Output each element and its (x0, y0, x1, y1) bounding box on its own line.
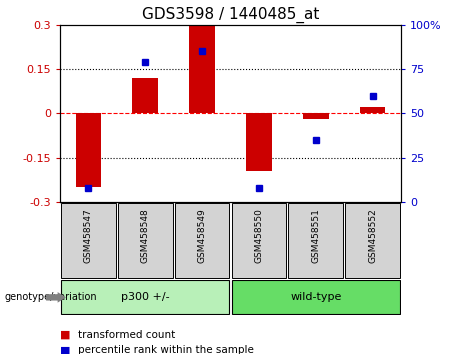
FancyBboxPatch shape (231, 203, 286, 278)
FancyBboxPatch shape (175, 203, 230, 278)
Text: GSM458550: GSM458550 (254, 208, 263, 263)
Text: GSM458551: GSM458551 (311, 208, 320, 263)
FancyBboxPatch shape (289, 203, 343, 278)
Bar (189, 25, 215, 113)
Bar (246, 113, 272, 171)
Bar (132, 78, 158, 113)
Text: p300 +/-: p300 +/- (121, 292, 170, 302)
Text: ■: ■ (60, 346, 71, 354)
FancyBboxPatch shape (61, 280, 230, 314)
Text: transformed count: transformed count (78, 330, 176, 339)
Text: GSM458547: GSM458547 (84, 208, 93, 263)
Bar (76, 113, 101, 187)
FancyBboxPatch shape (118, 203, 172, 278)
Text: GSM458552: GSM458552 (368, 208, 377, 263)
Text: GSM458548: GSM458548 (141, 208, 150, 263)
Text: genotype/variation: genotype/variation (5, 292, 97, 302)
Text: ■: ■ (60, 330, 71, 339)
Text: GSM458549: GSM458549 (198, 208, 207, 263)
Text: wild-type: wild-type (290, 292, 342, 302)
Bar (360, 107, 385, 113)
FancyBboxPatch shape (231, 280, 400, 314)
FancyBboxPatch shape (345, 203, 400, 278)
Bar (303, 113, 329, 119)
Text: percentile rank within the sample: percentile rank within the sample (78, 346, 254, 354)
Title: GDS3598 / 1440485_at: GDS3598 / 1440485_at (142, 7, 319, 23)
FancyBboxPatch shape (61, 203, 116, 278)
